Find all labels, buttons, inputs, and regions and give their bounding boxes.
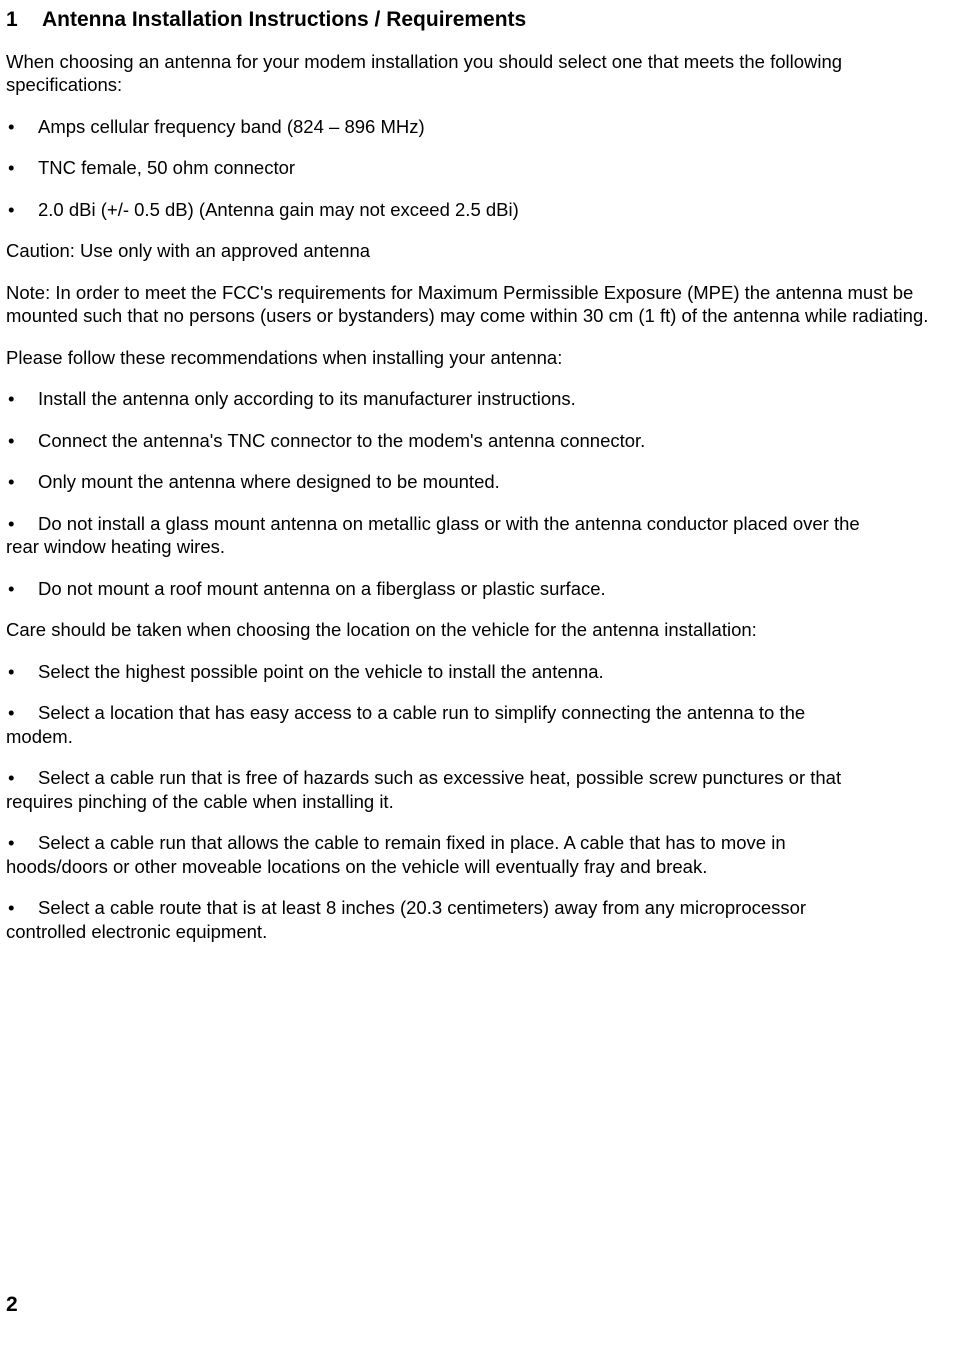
bullet-icon: • [6, 831, 38, 854]
bullet-text: Select a cable run that is free of hazar… [38, 766, 948, 789]
bullet-text: 2.0 dBi (+/- 0.5 dB) (Antenna gain may n… [38, 198, 948, 221]
bullet-icon: • [6, 429, 38, 452]
bullet-text: Select the highest possible point on the… [38, 660, 948, 683]
section-heading: 1 Antenna Installation Instructions / Re… [6, 8, 948, 32]
bullet-text: Only mount the antenna where designed to… [38, 470, 948, 493]
bullet-text: Install the antenna only according to it… [38, 387, 948, 410]
note-paragraph: Note: In order to meet the FCC's require… [6, 281, 948, 328]
bullet-continuation: controlled electronic equipment. [6, 920, 948, 943]
bullet-icon: • [6, 198, 38, 221]
bullet-continuation: modem. [6, 725, 948, 748]
bullet-text: TNC female, 50 ohm connector [38, 156, 948, 179]
bullet-continuation: hoods/doors or other moveable locations … [6, 855, 948, 878]
bullet-icon: • [6, 387, 38, 410]
bullet-text: Select a cable run that allows the cable… [38, 831, 948, 854]
bullet-icon: • [6, 701, 38, 724]
recommendation-bullet: • Do not mount a roof mount antenna on a… [6, 577, 948, 600]
bullet-icon: • [6, 470, 38, 493]
intro-paragraph: When choosing an antenna for your modem … [6, 50, 948, 97]
spec-bullet: • TNC female, 50 ohm connector [6, 156, 948, 179]
location-bullet: • Select the highest possible point on t… [6, 660, 948, 683]
location-bullet: • Select a cable run that is free of haz… [6, 766, 948, 813]
section-number: 1 [6, 8, 42, 32]
bullet-text: Do not mount a roof mount antenna on a f… [38, 577, 948, 600]
page-number: 2 [6, 1293, 18, 1317]
recommendation-bullet: • Do not install a glass mount antenna o… [6, 512, 948, 559]
recommendation-bullet: • Only mount the antenna where designed … [6, 470, 948, 493]
bullet-continuation: requires pinching of the cable when inst… [6, 790, 948, 813]
location-bullet: • Select a cable run that allows the cab… [6, 831, 948, 878]
bullet-text: Connect the antenna's TNC connector to t… [38, 429, 948, 452]
spec-bullet: • Amps cellular frequency band (824 – 89… [6, 115, 948, 138]
bullet-icon: • [6, 156, 38, 179]
bullet-icon: • [6, 577, 38, 600]
location-bullet: • Select a cable route that is at least … [6, 896, 948, 943]
spec-bullet: • 2.0 dBi (+/- 0.5 dB) (Antenna gain may… [6, 198, 948, 221]
caution-paragraph: Caution: Use only with an approved anten… [6, 239, 948, 262]
location-intro: Care should be taken when choosing the l… [6, 618, 948, 641]
bullet-text: Amps cellular frequency band (824 – 896 … [38, 115, 948, 138]
bullet-icon: • [6, 512, 38, 535]
recommendations-intro: Please follow these recommendations when… [6, 346, 948, 369]
bullet-text: Do not install a glass mount antenna on … [38, 512, 948, 535]
bullet-icon: • [6, 660, 38, 683]
location-bullet: • Select a location that has easy access… [6, 701, 948, 748]
bullet-text: Select a cable route that is at least 8 … [38, 896, 948, 919]
bullet-continuation: rear window heating wires. [6, 535, 948, 558]
bullet-icon: • [6, 896, 38, 919]
bullet-icon: • [6, 766, 38, 789]
recommendation-bullet: • Connect the antenna's TNC connector to… [6, 429, 948, 452]
section-title: Antenna Installation Instructions / Requ… [42, 8, 526, 32]
bullet-text: Select a location that has easy access t… [38, 701, 948, 724]
recommendation-bullet: • Install the antenna only according to … [6, 387, 948, 410]
bullet-icon: • [6, 115, 38, 138]
